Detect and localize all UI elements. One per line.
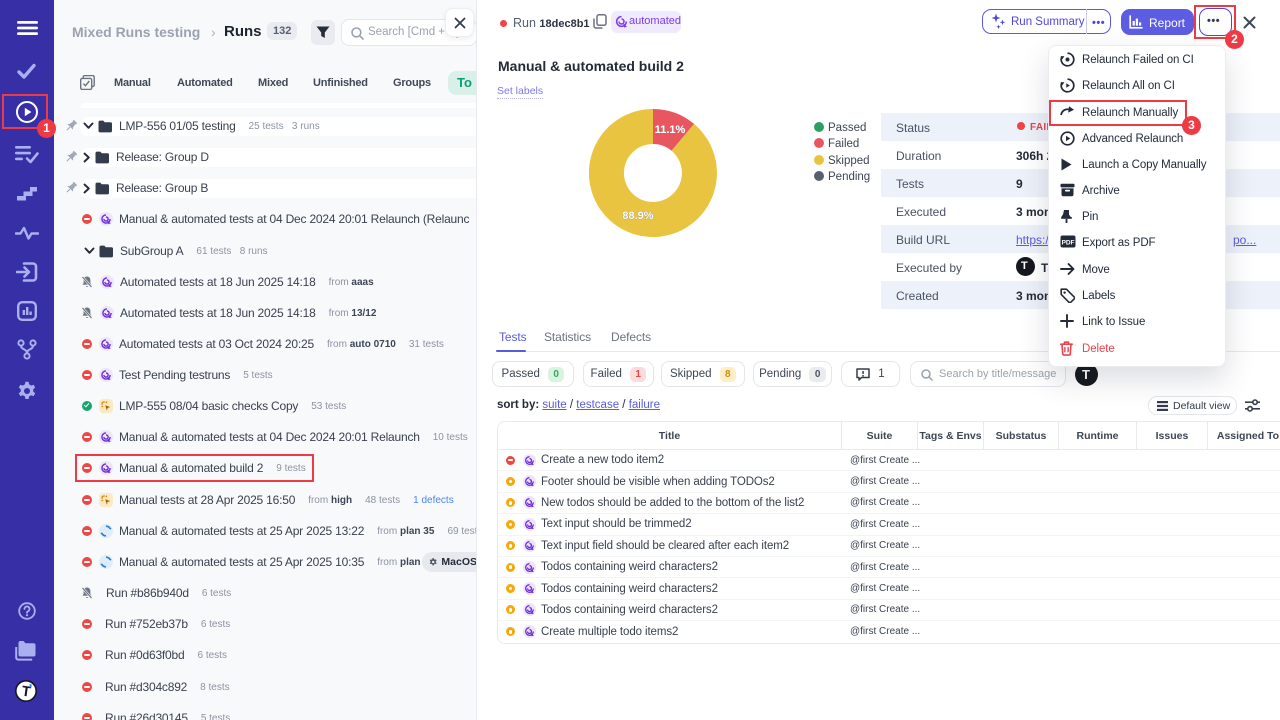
svg-text:PDF: PDF: [1062, 240, 1075, 247]
svg-text:11.1%: 11.1%: [655, 124, 686, 136]
svg-text:88.9%: 88.9%: [622, 210, 653, 222]
svg-text:T: T: [21, 684, 32, 701]
